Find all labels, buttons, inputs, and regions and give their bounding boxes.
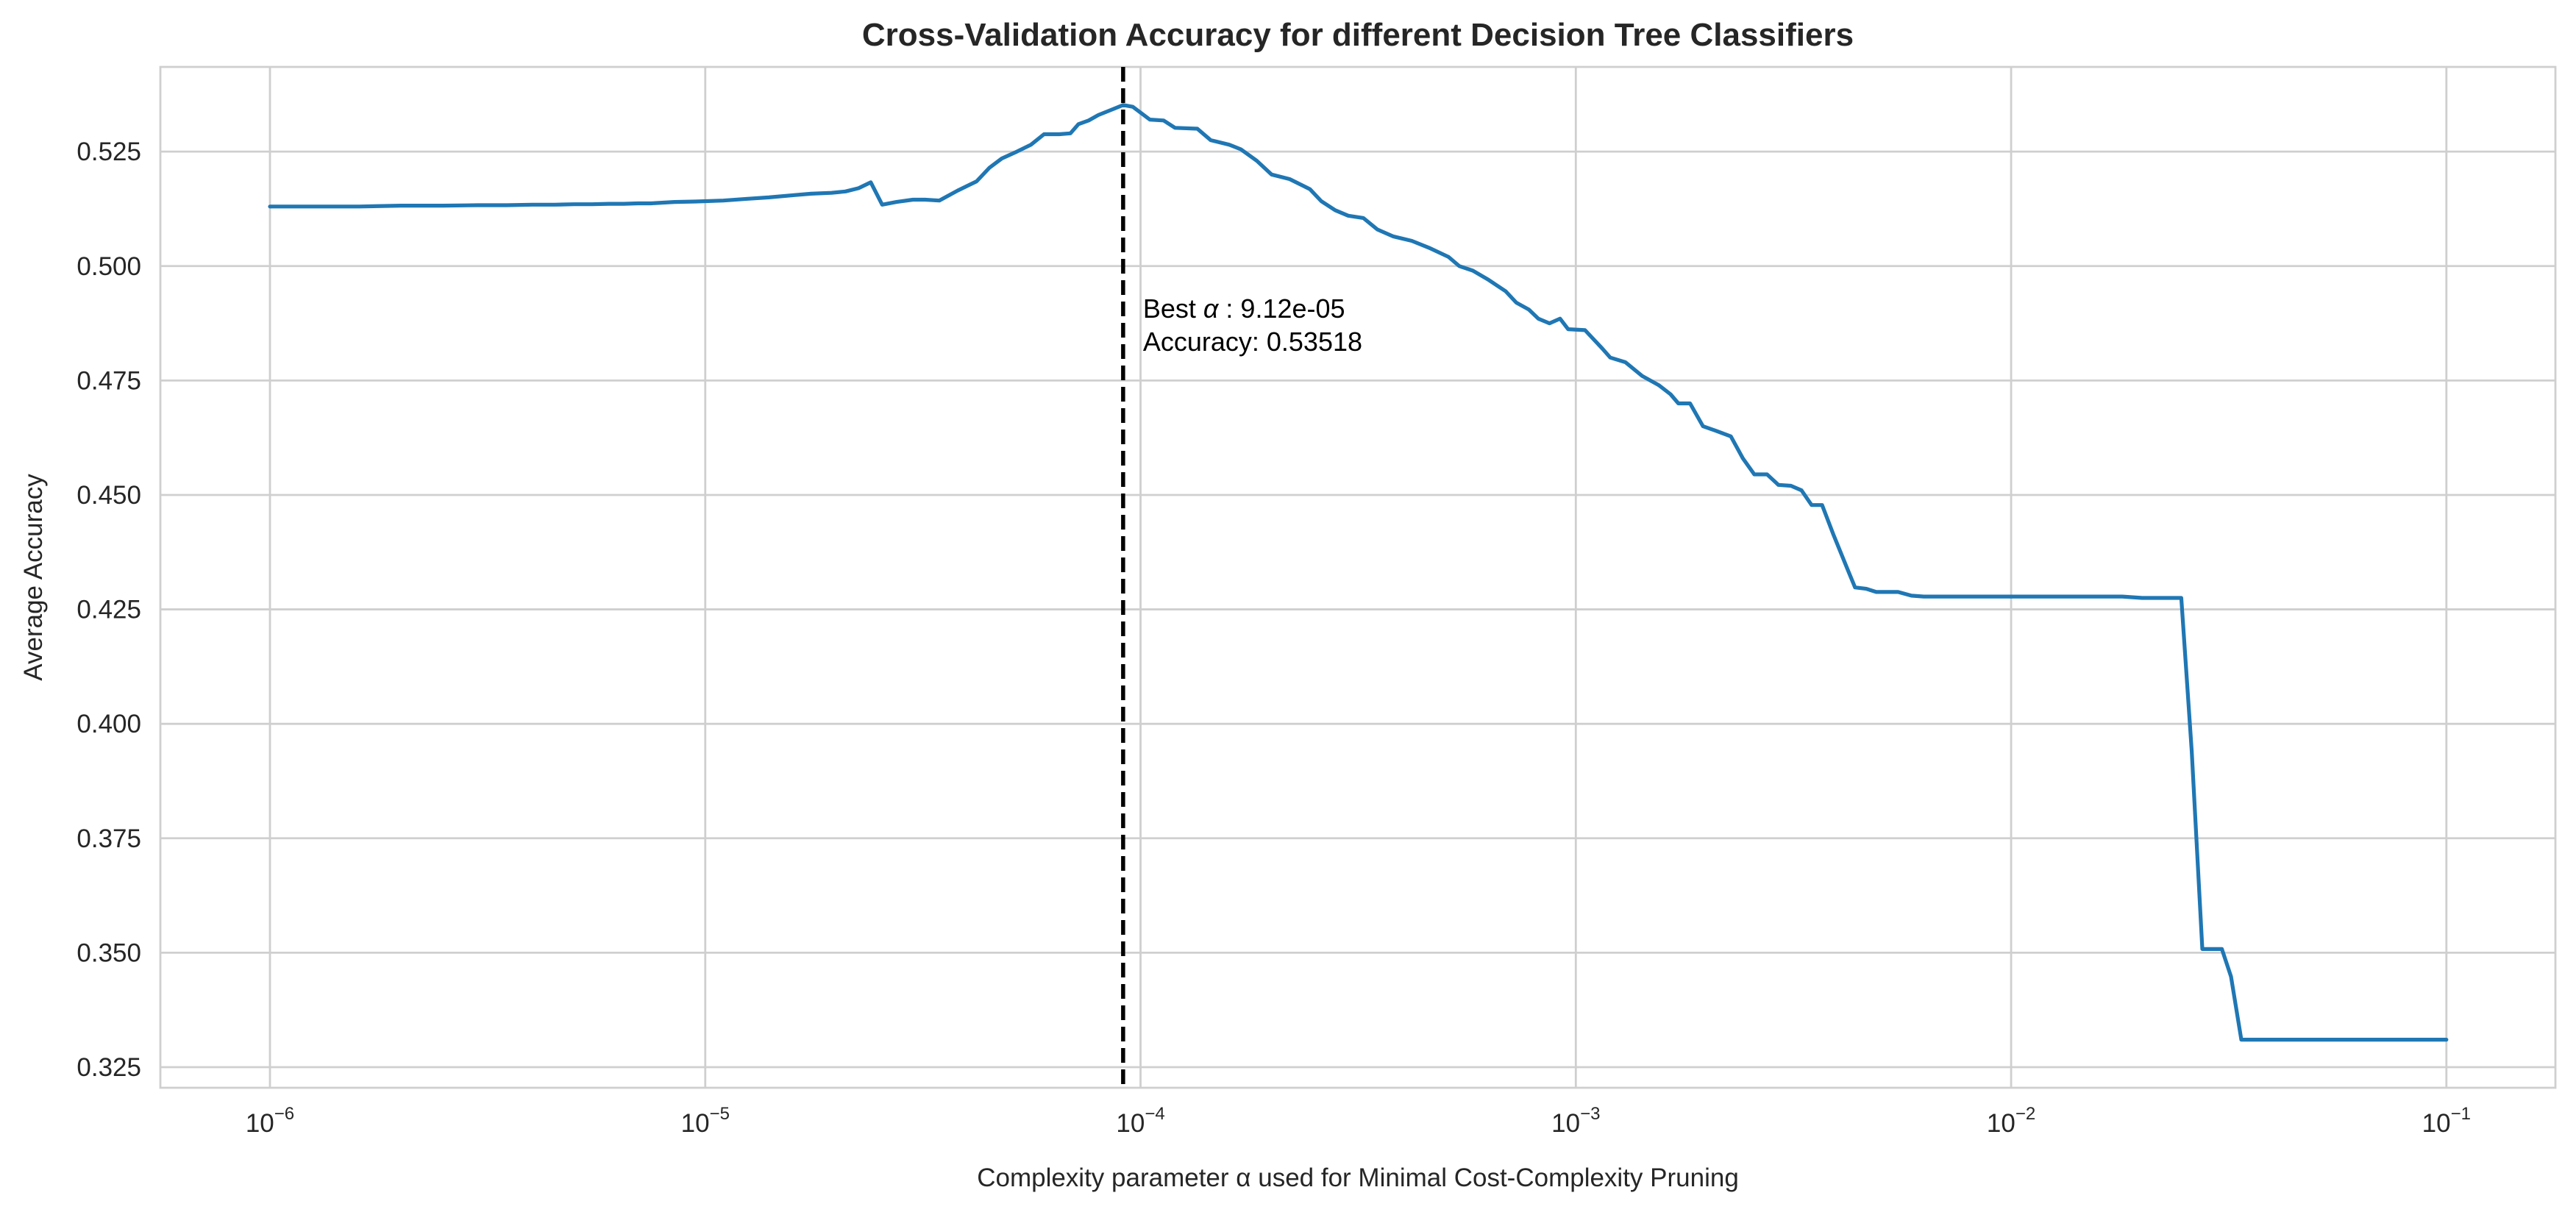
best-alpha-prefix: Best — [1143, 293, 1203, 324]
chart-title: Cross-Validation Accuracy for different … — [862, 17, 1854, 53]
series-line — [268, 103, 2449, 1042]
y-tick-labels: 0.325 0.350 0.375 0.400 0.425 0.450 0.475 0.500… — [77, 138, 141, 1082]
y-tick-label: 0.375 — [77, 824, 141, 853]
y-tick-label: 0.500 — [77, 252, 141, 281]
grid — [160, 67, 2555, 1088]
x-tick-label: 10−3 — [1551, 1104, 1600, 1138]
best-alpha-annotation: Best α : 9.12e-05 — [1143, 293, 1345, 324]
best-alpha-value: : 9.12e-05 — [1218, 293, 1345, 324]
y-tick-label: 0.525 — [77, 138, 141, 166]
y-tick-label: 0.425 — [77, 596, 141, 624]
x-tick-label: 10−6 — [246, 1104, 294, 1138]
y-tick-label: 0.400 — [77, 710, 141, 738]
y-axis-label: Average Accuracy — [19, 474, 48, 681]
best-accuracy-annotation: Accuracy: 0.53518 — [1143, 327, 1362, 357]
x-tick-label: 10−4 — [1116, 1104, 1164, 1138]
y-tick-label: 0.475 — [77, 366, 141, 395]
x-tick-label: 10−2 — [1987, 1104, 2035, 1138]
best-alpha-symbol: α — [1203, 293, 1220, 324]
x-tick-label: 10−5 — [681, 1104, 730, 1138]
y-tick-label: 0.350 — [77, 938, 141, 967]
y-tick-label: 0.450 — [77, 481, 141, 510]
x-tick-label: 10−1 — [2422, 1104, 2471, 1138]
x-axis-label: Complexity parameter α used for Minimal … — [977, 1164, 1739, 1192]
x-tick-labels: 10−6 10−5 10−4 10−3 10−2 10−1 — [246, 1104, 2471, 1138]
y-tick-label: 0.325 — [77, 1053, 141, 1082]
plot-frame — [159, 65, 2557, 1089]
series-layer — [268, 103, 2449, 1042]
